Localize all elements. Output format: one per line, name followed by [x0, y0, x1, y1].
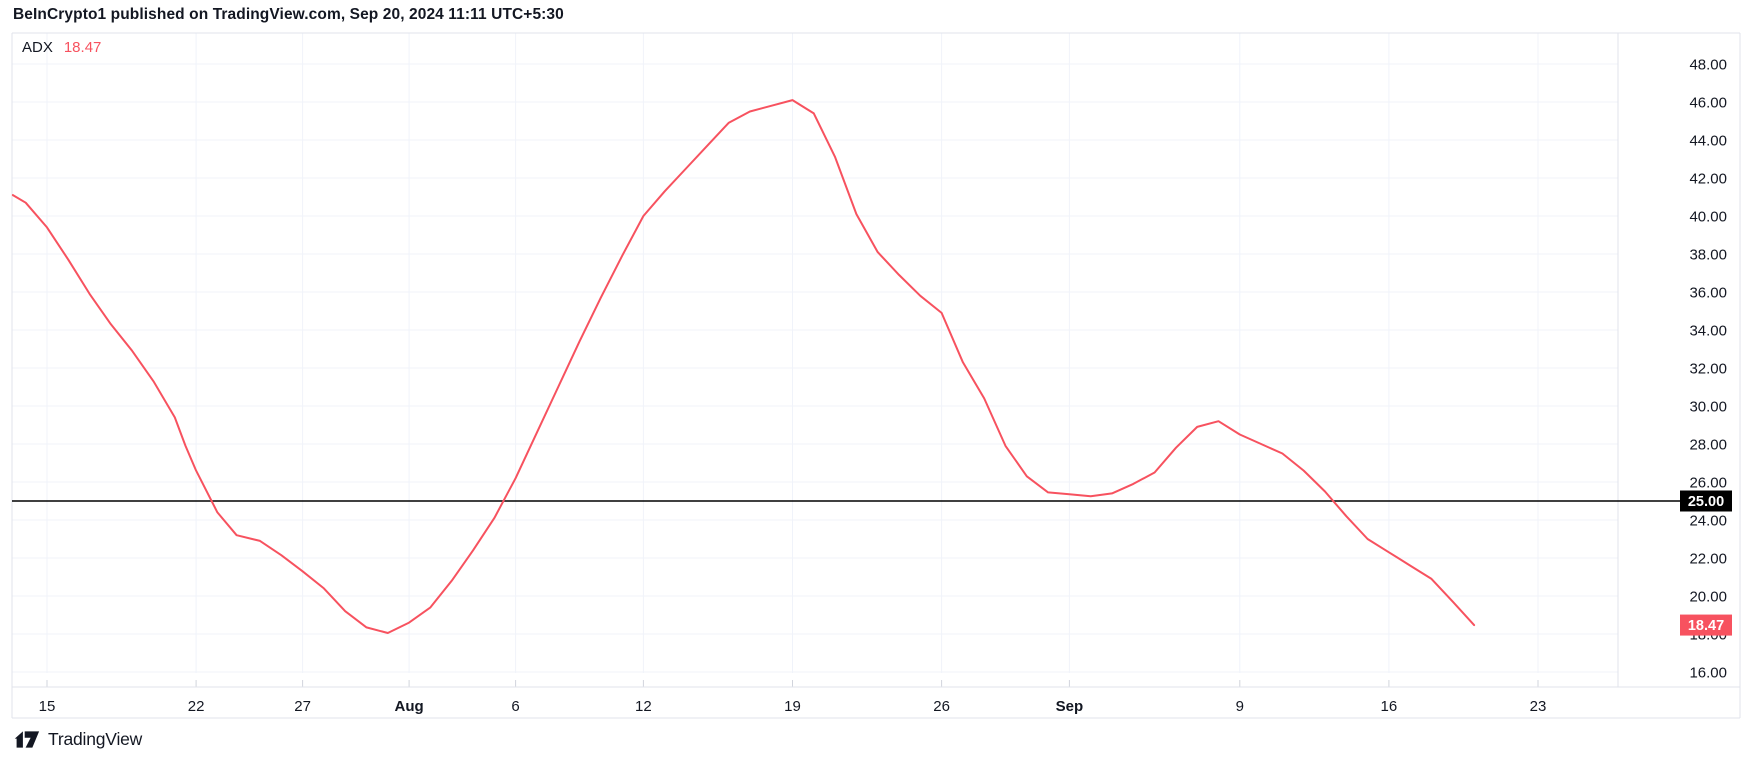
- y-tick-label: 36.00: [1689, 285, 1727, 302]
- price-badge-last-value-text: 18.47: [1688, 618, 1724, 634]
- tradingview-logo-text: TradingView: [48, 729, 143, 749]
- price-badge-25: [1680, 490, 1732, 512]
- adx-line: [11, 99, 1476, 634]
- x-tick-label: 9: [1236, 698, 1244, 715]
- x-tick-label: 16: [1381, 698, 1398, 715]
- x-tick-label: 6: [511, 698, 519, 715]
- price-badge-last-value: [1680, 614, 1732, 636]
- x-tick-label: Aug: [395, 698, 424, 715]
- y-tick-label: 44.00: [1689, 133, 1727, 150]
- x-tick-label: 15: [39, 698, 56, 715]
- x-tick-label: 12: [635, 698, 652, 715]
- y-tick-label: 28.00: [1689, 437, 1727, 454]
- indicator-value-label: 18.47: [63, 39, 102, 56]
- tradingview-brand-link[interactable]: TradingView: [13, 729, 142, 750]
- x-tick-label: 26: [933, 698, 950, 715]
- y-tick-label: 34.00: [1689, 323, 1727, 340]
- y-tick-label: 24.00: [1689, 513, 1727, 530]
- y-tick-label: 26.00: [1689, 475, 1727, 492]
- indicator-legend: ADX 18.47: [22, 39, 101, 56]
- y-tick-label: 16.00: [1689, 665, 1727, 682]
- attribution-text: BeInCrypto1 published on TradingView.com…: [13, 6, 564, 23]
- y-tick-label: 20.00: [1689, 589, 1727, 606]
- tradingview-logo-icon: [14, 731, 40, 748]
- y-tick-label: 46.00: [1689, 95, 1727, 112]
- y-tick-label: 32.00: [1689, 361, 1727, 378]
- y-tick-label: 42.00: [1689, 171, 1727, 188]
- indicator-name-label: ADX: [22, 39, 53, 56]
- y-tick-label: 22.00: [1689, 551, 1727, 568]
- y-tick-label: 38.00: [1689, 247, 1727, 264]
- x-tick-label: 19: [784, 698, 801, 715]
- y-tick-label: 40.00: [1689, 209, 1727, 226]
- y-tick-label: 48.00: [1689, 57, 1727, 74]
- price-badge-25-text: 25.00: [1688, 494, 1724, 510]
- x-tick-label: 22: [188, 698, 205, 715]
- y-tick-label: 30.00: [1689, 399, 1727, 416]
- x-tick-label: Sep: [1056, 698, 1084, 715]
- x-tick-label: 27: [294, 698, 311, 715]
- x-tick-label: 23: [1530, 698, 1547, 715]
